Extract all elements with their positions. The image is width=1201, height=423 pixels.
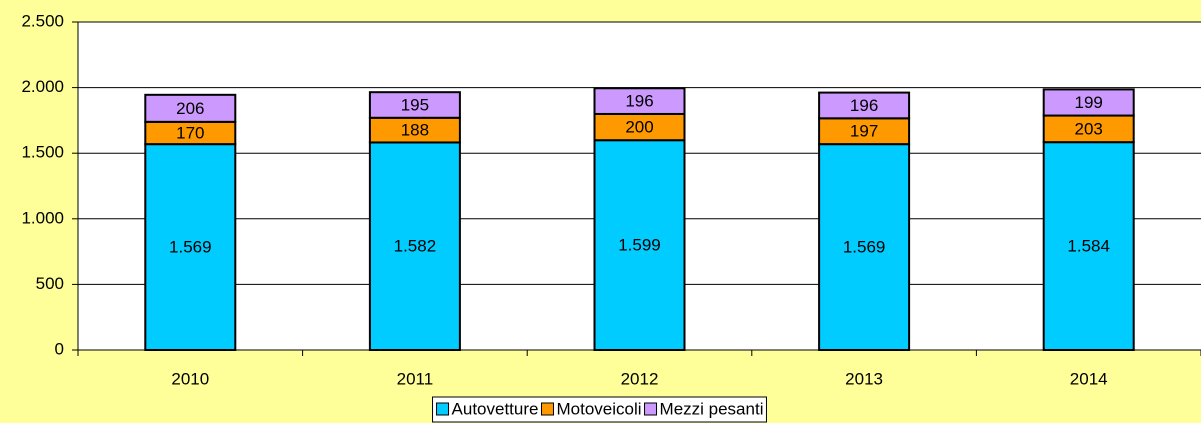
x-tick-label: 2014 <box>1070 369 1108 388</box>
bar-segment <box>1042 88 1135 117</box>
data-label: 199 <box>1075 93 1103 112</box>
y-tick-label: 2.500 <box>21 11 64 30</box>
bar-segment <box>593 87 686 115</box>
data-label: 1.569 <box>169 238 212 257</box>
bar-segment <box>368 91 461 119</box>
x-tick-label: 2013 <box>845 369 883 388</box>
y-tick-label: 1.000 <box>21 208 64 227</box>
data-label: 197 <box>850 122 878 141</box>
x-tick-label: 2010 <box>171 369 209 388</box>
data-label: 206 <box>176 99 204 118</box>
data-label: 188 <box>401 121 429 140</box>
legend-label: Motoveicoli <box>556 399 641 418</box>
bar-segment <box>1042 141 1135 351</box>
bar-segment <box>144 143 237 351</box>
bar-segment <box>593 139 686 351</box>
data-label: 203 <box>1075 119 1103 138</box>
y-tick-label: 1.500 <box>21 143 64 162</box>
legend-label: Autovetture <box>452 399 539 418</box>
legend-box <box>432 396 767 423</box>
legend-swatch <box>644 402 658 416</box>
x-tick-label: 2012 <box>621 369 659 388</box>
legend-swatch <box>540 402 554 416</box>
data-label: 1.584 <box>1067 237 1110 256</box>
data-label: 170 <box>176 123 204 142</box>
y-tick-label: 500 <box>36 274 64 293</box>
x-tick-label: 2011 <box>397 369 434 388</box>
legend-label: Mezzi pesanti <box>660 399 764 418</box>
legend: Autovetture Motoveicoli Mezzi pesanti <box>432 396 767 423</box>
data-label: 1.569 <box>843 238 886 257</box>
bar-segment <box>593 112 686 142</box>
bar-segment <box>818 117 911 146</box>
legend-swatch <box>436 402 450 416</box>
data-label: 196 <box>625 92 653 111</box>
bar-segment <box>818 91 911 120</box>
y-tick-label: 2.000 <box>21 77 64 96</box>
bar-segment <box>818 143 911 351</box>
data-label: 1.599 <box>618 236 661 255</box>
data-label: 195 <box>401 95 429 114</box>
y-tick-label: 0 <box>55 339 64 358</box>
data-label: 1.582 <box>394 237 437 256</box>
data-label: 200 <box>625 118 653 137</box>
bar-segment <box>1042 114 1135 144</box>
bar-segment <box>144 93 237 123</box>
data-label: 196 <box>850 96 878 115</box>
